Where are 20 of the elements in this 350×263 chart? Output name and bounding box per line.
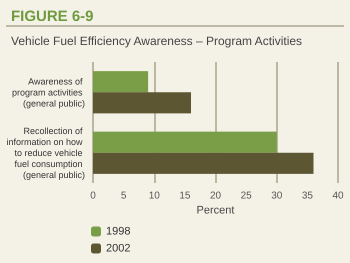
bar [93,71,148,92]
x-tick-label: 5 [120,190,127,202]
bar [93,152,314,174]
x-axis-title: Percent [196,204,234,216]
x-tick-label: 10 [148,190,160,202]
legend-label: 1998 [106,226,130,238]
x-tick-label: 15 [179,190,191,202]
x-tick-label: 30 [271,190,283,202]
x-tick-label: 25 [240,190,252,202]
chart-subtitle: Vehicle Fuel Efficiency Awareness – Program Activities [11,34,302,48]
legend-label: 2002 [106,242,130,254]
x-tick-label: 0 [90,190,96,202]
x-tick-label: 40 [332,190,344,202]
y-tick-label: Awareness of program activities (general public) [12,76,85,108]
x-tick-label: 20 [210,190,222,202]
y-tick-label: Recollection of information on how to reduce vehicle fuel consumption (general public) [6,126,85,180]
chart-title: FIGURE 6-9 [11,8,94,25]
bar [93,132,277,153]
x-tick-label: 35 [302,190,314,202]
bar [93,92,191,114]
